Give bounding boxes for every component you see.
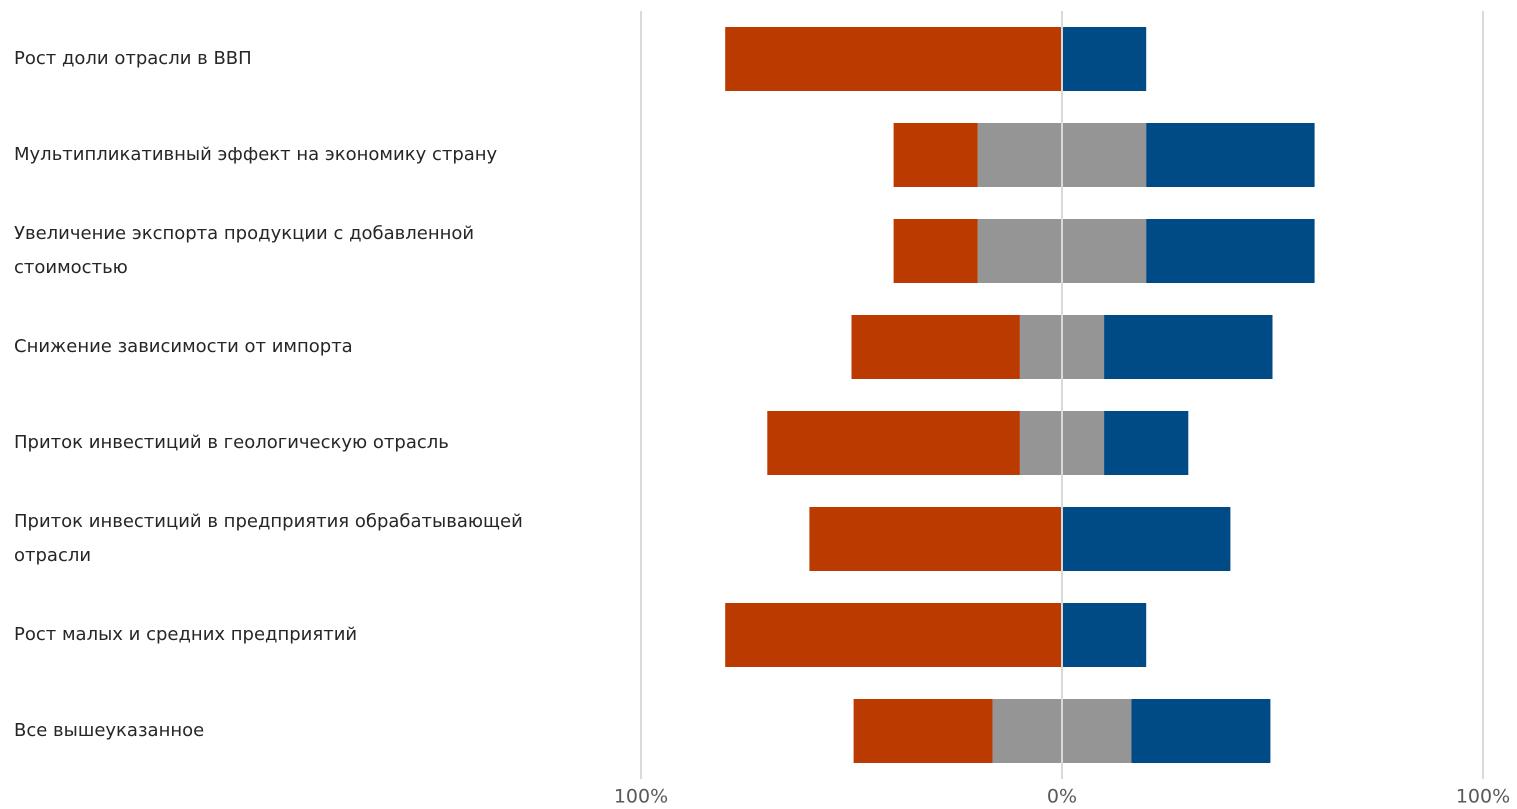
bar-segment xyxy=(893,219,978,283)
category-label: Мультипликативный эффект на экономику ст… xyxy=(14,144,498,165)
bar-segment xyxy=(1062,507,1231,571)
bar-segment xyxy=(1146,123,1315,187)
bar-segment xyxy=(851,315,1020,379)
category-label: Рост доли отрасли в ВВП xyxy=(14,48,252,69)
bar-segment xyxy=(809,507,1062,571)
bar-segment xyxy=(725,27,1062,91)
bar-segment xyxy=(1104,411,1189,475)
bar-segment xyxy=(893,123,978,187)
x-tick-label: 100% xyxy=(1456,786,1510,808)
bar-segment xyxy=(1104,315,1273,379)
bar-segment xyxy=(1131,699,1271,763)
category-label: Увеличение экспорта продукции с добавлен… xyxy=(14,223,475,278)
category-label: Все вышеуказанное xyxy=(14,720,205,741)
bar-segment xyxy=(767,411,1020,475)
bar-segment xyxy=(725,603,1062,667)
category-label: Снижение зависимости от импорта xyxy=(14,336,353,357)
category-label: Рост малых и средних предприятий xyxy=(14,624,358,645)
category-label: Приток инвестиций в геологическую отрасл… xyxy=(14,432,449,453)
x-tick-label: 100% xyxy=(614,786,668,808)
bar-segment xyxy=(1062,603,1147,667)
bar-segment xyxy=(853,699,993,763)
category-label: Приток инвестиций в предприятия обрабаты… xyxy=(14,511,523,566)
bar-segment xyxy=(1146,219,1315,283)
x-tick-label: 0% xyxy=(1047,786,1077,808)
bar-segment xyxy=(1062,27,1147,91)
